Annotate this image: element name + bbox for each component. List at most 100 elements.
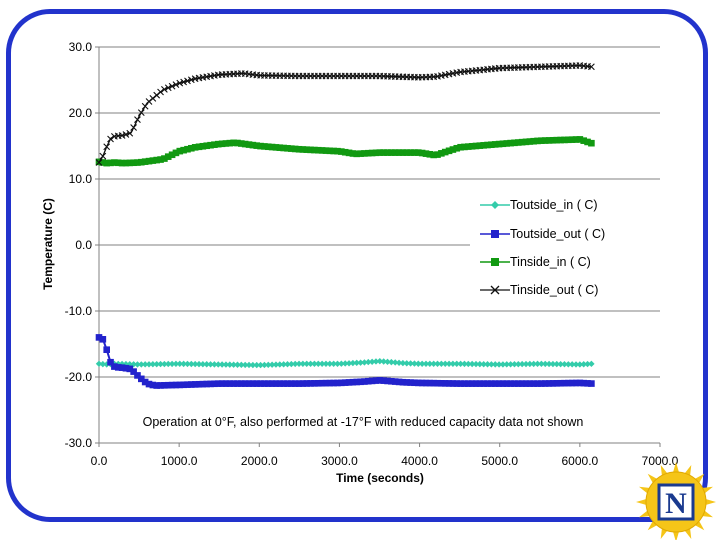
series-2-point-8 [126,159,134,167]
series-0-point-110 [518,360,526,368]
series-2-point-9 [130,159,137,167]
series-0-point-113 [530,360,537,368]
series-2-point-40 [249,141,257,149]
series-0-point-78 [395,359,403,366]
series-2-point-103 [491,141,499,148]
series-0-point-35 [230,361,237,368]
series-0-point-77 [392,359,399,366]
series-0-point-39 [245,361,253,369]
series-0-point-43 [261,361,268,369]
series-1-point-127 [584,380,591,387]
series-1-point-26 [195,380,203,388]
series-1-point-90 [441,380,449,387]
series-0-point-60 [326,360,334,367]
series-0-point-103 [492,361,499,368]
x-tick-label-1: 1000.0 [161,454,198,468]
series-0-point-42 [257,361,264,369]
series-2-point-10 [134,159,141,166]
series-3-point-17 [161,85,168,93]
series-1-point-2 [103,346,110,354]
series-1-point-126 [580,379,588,387]
logo-letter: N [665,487,687,520]
series-2-point-87 [430,151,437,159]
series-1-point-25 [191,381,199,388]
series-0-point-25 [191,360,199,368]
series-2-point-67 [353,150,361,158]
series-2-point-4 [111,159,118,166]
series-0-point-92 [449,360,457,367]
series-2-point-125 [576,136,584,143]
series-0-point-114 [534,360,541,368]
series-2-point-75 [384,149,391,156]
series-0-point-83 [415,360,422,367]
series-1-point-20 [172,381,180,389]
series-1-point-82 [411,379,418,387]
series-2-point-23 [184,145,191,153]
series-1-point-120 [557,379,564,387]
series-2-point-49 [284,145,291,152]
series-1-point-48 [280,380,287,387]
series-1-point-77 [391,378,399,385]
series-1-point-46 [272,380,280,387]
series-2-point-25 [191,144,199,151]
series-2-point-52 [295,145,303,153]
series-1-point-62 [334,379,341,387]
series-0-point-73 [376,357,384,365]
series-1-point-53 [299,380,307,387]
series-0-point-29 [207,361,214,368]
series-2-point-106 [503,140,511,147]
series-1-point-110 [518,380,526,387]
y-axis-title: Temperature (C) [41,198,55,290]
series-1-point-59 [322,379,330,387]
series-0-point-74 [380,358,387,365]
series-1-point-104 [495,380,503,387]
series-1-point-40 [249,380,257,387]
series-3-point-3 [107,135,114,143]
series-2-point-65 [345,149,353,157]
series-3-point-7 [122,131,130,138]
series-0-point-24 [188,360,195,368]
series-0-point-27 [199,360,207,368]
series-2-point-74 [380,149,387,156]
series-1-point-101 [484,380,491,387]
series-1-point-38 [241,380,249,387]
series-3-point-10 [134,116,141,123]
series-2-point-22 [180,146,187,154]
series-2-point-104 [495,140,503,148]
series-0-point-121 [561,361,568,368]
legend-background [470,192,660,308]
series-2-point-34 [226,139,234,147]
series-2-point-16 [157,156,164,163]
series-2-point-2 [103,159,110,167]
y-tick-label-0: 30.0 [69,40,93,54]
series-1-point-125 [576,379,584,387]
series-1-point-28 [203,380,211,388]
series-2-point-70 [364,149,372,157]
series-1-point-80 [403,379,411,386]
series-0-point-17 [161,360,168,368]
series-0-point-16 [157,360,164,368]
series-2-point-96 [464,143,472,150]
series-1-point-69 [361,378,368,385]
series-0-point-44 [265,361,272,369]
y-tick-label-6: -30.0 [65,436,93,450]
series-2-point-1 [99,159,107,166]
series-0-point-75 [384,358,391,366]
series-layer [95,62,595,389]
series-1-point-93 [453,380,461,387]
series-2-point-38 [241,140,249,148]
series-0-point-45 [268,361,276,368]
series-2-point-12 [141,158,149,165]
series-2-point-109 [515,139,522,146]
series-0-point-18 [165,360,172,368]
series-1-point-98 [472,380,480,387]
series-1-point-49 [284,380,291,387]
series-1-point-123 [568,379,576,387]
series-2-point-121 [561,136,568,144]
series-0-point-124 [572,361,580,368]
series-2-point-119 [553,136,561,144]
series-2-point-41 [253,142,261,149]
series-3-point-11 [137,109,145,116]
series-3-point-8 [126,129,134,137]
x-tick-label-5: 5000.0 [481,454,518,468]
